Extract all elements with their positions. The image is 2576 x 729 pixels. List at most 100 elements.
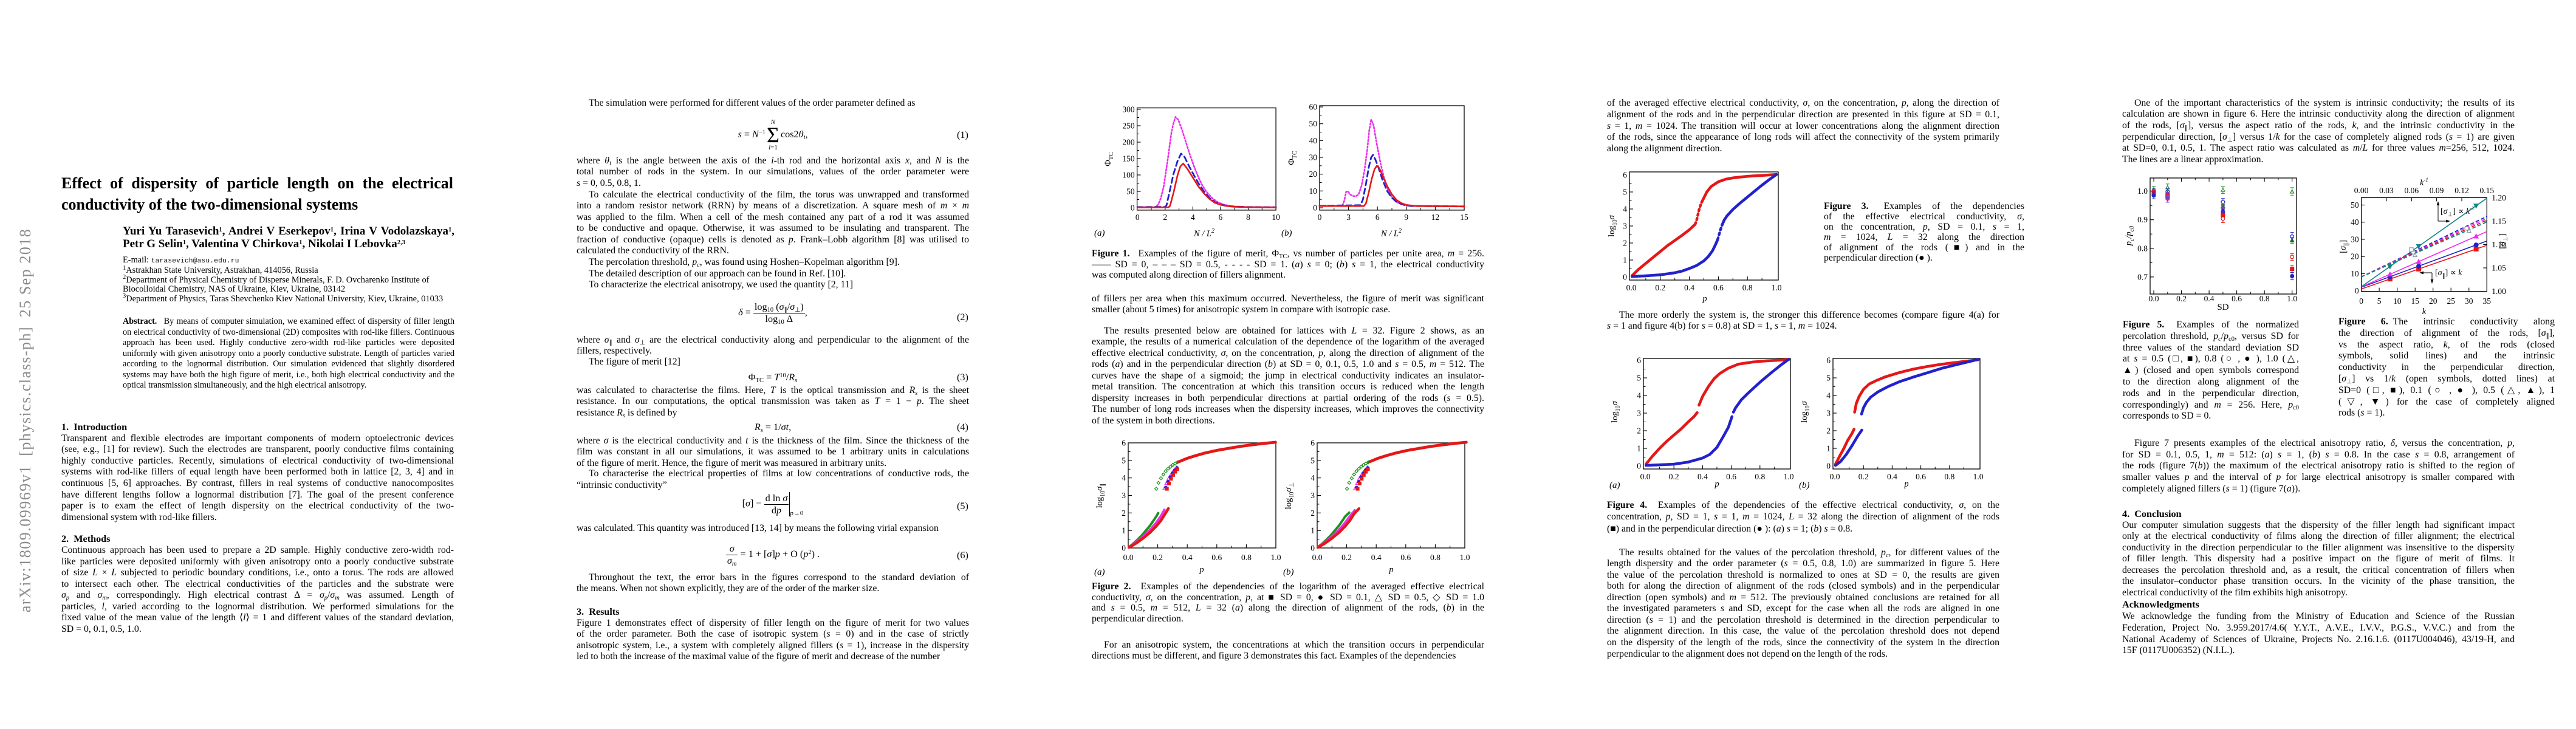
svg-text:10: 10 bbox=[1272, 213, 1280, 222]
svg-text:200: 200 bbox=[1122, 138, 1135, 147]
svg-text:5: 5 bbox=[1122, 456, 1126, 465]
svg-text:0.12: 0.12 bbox=[2454, 186, 2469, 195]
svg-text:6: 6 bbox=[1219, 213, 1223, 222]
svg-text:1.0: 1.0 bbox=[1973, 472, 1984, 481]
svg-text:0.4: 0.4 bbox=[1182, 553, 1193, 562]
svg-text:0.6: 0.6 bbox=[1211, 553, 1222, 562]
svg-text:4: 4 bbox=[1191, 213, 1195, 222]
svg-text:N / L2: N / L2 bbox=[1380, 228, 1402, 239]
svg-text:(a): (a) bbox=[1094, 228, 1105, 238]
svg-text:2: 2 bbox=[1637, 426, 1641, 436]
svg-text:0: 0 bbox=[1826, 462, 1831, 471]
svg-text:1.05: 1.05 bbox=[2492, 264, 2506, 273]
svg-text:1.0: 1.0 bbox=[2137, 187, 2148, 196]
svg-text:4: 4 bbox=[1826, 391, 1831, 400]
svg-text:3: 3 bbox=[1637, 409, 1641, 418]
svg-text:6: 6 bbox=[1310, 439, 1315, 448]
svg-text:1.0: 1.0 bbox=[1460, 553, 1470, 562]
svg-text:(a): (a) bbox=[1609, 481, 1620, 490]
svg-text:10: 10 bbox=[2351, 269, 2359, 278]
svg-text:[σ∥] ∝ k: [σ∥] ∝ k bbox=[2435, 269, 2462, 279]
svg-text:(b): (b) bbox=[1281, 228, 1292, 238]
svg-text:0.2: 0.2 bbox=[1341, 553, 1352, 562]
svg-text:0.2: 0.2 bbox=[1858, 472, 1869, 481]
svg-text:15: 15 bbox=[2411, 296, 2419, 306]
svg-text:30: 30 bbox=[2465, 296, 2473, 306]
svg-text:0.6: 0.6 bbox=[1400, 553, 1411, 562]
svg-text:p: p bbox=[1702, 294, 1707, 304]
svg-text:0.8: 0.8 bbox=[2137, 244, 2148, 253]
svg-text:6: 6 bbox=[1375, 213, 1380, 222]
svg-text:4: 4 bbox=[1623, 205, 1627, 214]
svg-text:(b): (b) bbox=[1283, 567, 1294, 577]
svg-text:0.8: 0.8 bbox=[1241, 553, 1252, 562]
svg-text:2: 2 bbox=[1122, 508, 1126, 518]
svg-text:1: 1 bbox=[1637, 444, 1641, 453]
svg-text:1.0: 1.0 bbox=[1772, 283, 1782, 292]
svg-text:p: p bbox=[1903, 479, 1908, 489]
svg-text:25: 25 bbox=[2447, 296, 2455, 306]
svg-text:0.8: 0.8 bbox=[1755, 472, 1765, 481]
svg-text:3: 3 bbox=[1623, 222, 1627, 231]
svg-text:p: p bbox=[1199, 565, 1204, 575]
svg-text:4: 4 bbox=[1310, 473, 1315, 482]
svg-text:0.09: 0.09 bbox=[2430, 186, 2444, 195]
svg-text:6: 6 bbox=[1122, 439, 1126, 448]
svg-text:0.2: 0.2 bbox=[1153, 553, 1163, 562]
svg-text:0: 0 bbox=[1310, 544, 1315, 553]
svg-text:0.2: 0.2 bbox=[1655, 283, 1665, 292]
svg-text:2: 2 bbox=[1826, 426, 1831, 436]
svg-text:3: 3 bbox=[1346, 213, 1351, 222]
svg-text:0.2: 0.2 bbox=[2176, 294, 2187, 303]
svg-text:ΦTC: ΦTC bbox=[1287, 151, 1298, 165]
svg-text:0.6: 0.6 bbox=[2232, 294, 2242, 303]
svg-text:30: 30 bbox=[2351, 234, 2359, 244]
svg-text:0.03: 0.03 bbox=[2379, 186, 2394, 195]
svg-text:3: 3 bbox=[1310, 491, 1315, 500]
svg-text:0.0: 0.0 bbox=[1640, 472, 1651, 481]
svg-text:1.20: 1.20 bbox=[2492, 193, 2506, 202]
svg-text:20: 20 bbox=[2351, 252, 2359, 261]
svg-text:40: 40 bbox=[1309, 136, 1318, 145]
svg-text:5: 5 bbox=[2377, 296, 2382, 306]
svg-text:0: 0 bbox=[1637, 462, 1641, 471]
svg-text:(a): (a) bbox=[1094, 567, 1105, 577]
svg-text:0.4: 0.4 bbox=[1887, 472, 1897, 481]
svg-text:0.4: 0.4 bbox=[1684, 283, 1694, 292]
svg-text:50: 50 bbox=[1309, 119, 1318, 128]
svg-text:5: 5 bbox=[1826, 374, 1831, 383]
svg-text:0.7: 0.7 bbox=[2137, 272, 2148, 281]
svg-text:1.00: 1.00 bbox=[2492, 287, 2506, 296]
svg-text:0.8: 0.8 bbox=[1430, 553, 1440, 562]
svg-text:SD: SD bbox=[2217, 303, 2228, 312]
svg-text:3: 3 bbox=[1826, 409, 1831, 418]
svg-text:0.0: 0.0 bbox=[1123, 553, 1134, 562]
svg-text:4: 4 bbox=[1122, 473, 1126, 482]
svg-text:0.0: 0.0 bbox=[1830, 472, 1840, 481]
svg-text:log10σ: log10σ bbox=[1610, 400, 1622, 423]
svg-text:8: 8 bbox=[1246, 213, 1250, 222]
svg-text:2: 2 bbox=[1623, 239, 1627, 248]
svg-text:0.0: 0.0 bbox=[2149, 294, 2159, 303]
svg-text:2: 2 bbox=[1163, 213, 1167, 222]
svg-text:1.0: 1.0 bbox=[1271, 553, 1281, 562]
svg-text:k-1: k-1 bbox=[2420, 177, 2428, 188]
svg-text:250: 250 bbox=[1122, 122, 1135, 131]
svg-text:1.0: 1.0 bbox=[2287, 294, 2297, 303]
svg-text:1: 1 bbox=[1623, 256, 1627, 265]
svg-text:60: 60 bbox=[1309, 103, 1318, 112]
svg-text:0.4: 0.4 bbox=[1371, 553, 1382, 562]
svg-text:0.15: 0.15 bbox=[2479, 186, 2494, 195]
svg-text:k: k bbox=[2422, 307, 2427, 317]
svg-text:35: 35 bbox=[2483, 296, 2492, 306]
svg-text:0.8: 0.8 bbox=[1944, 472, 1954, 481]
svg-text:1: 1 bbox=[1122, 526, 1126, 535]
svg-text:1.10: 1.10 bbox=[2492, 240, 2506, 249]
svg-text:40: 40 bbox=[2351, 217, 2359, 227]
svg-text:9: 9 bbox=[1404, 213, 1408, 222]
svg-text:300: 300 bbox=[1122, 105, 1135, 114]
svg-text:20: 20 bbox=[2429, 296, 2437, 306]
svg-text:100: 100 bbox=[1122, 171, 1135, 180]
svg-text:0: 0 bbox=[1623, 273, 1627, 282]
svg-text:15: 15 bbox=[1460, 213, 1468, 222]
